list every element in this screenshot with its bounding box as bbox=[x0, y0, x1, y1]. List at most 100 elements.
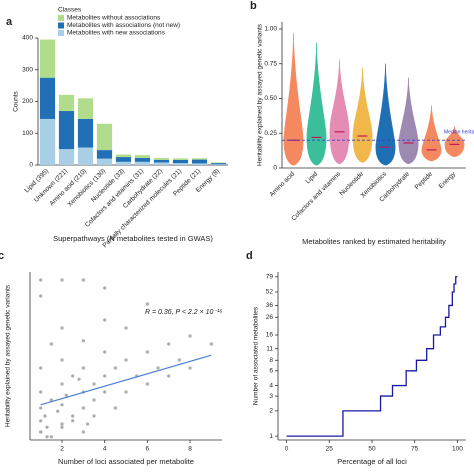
panel-label: b bbox=[250, 0, 257, 12]
x-axis-label: Superpathways (N metabolites tested in G… bbox=[53, 234, 213, 243]
point bbox=[56, 409, 60, 413]
point bbox=[92, 398, 96, 402]
y-tick-label: 3 bbox=[269, 393, 273, 400]
point bbox=[124, 390, 128, 394]
y-tick-label: 4 bbox=[269, 382, 273, 389]
legend-swatch bbox=[58, 22, 64, 29]
panel-label: a bbox=[6, 16, 13, 28]
bar-segment bbox=[134, 158, 151, 162]
point bbox=[39, 390, 43, 394]
point bbox=[39, 406, 43, 410]
point bbox=[60, 425, 64, 429]
point bbox=[39, 419, 43, 423]
y-tick-label: 1 bbox=[269, 433, 273, 440]
y-tick-label: 1.00 bbox=[264, 26, 277, 33]
y-tick-label: 0.75 bbox=[264, 60, 277, 67]
legend-swatch bbox=[58, 30, 64, 36]
violin bbox=[329, 59, 350, 165]
bar-segment bbox=[96, 150, 113, 159]
y-tick-label: 400 bbox=[22, 35, 33, 42]
x-tick-label: 25 bbox=[326, 446, 334, 453]
point bbox=[60, 326, 64, 330]
x-tick-label: 8 bbox=[188, 446, 192, 453]
violin bbox=[375, 63, 396, 166]
point bbox=[156, 366, 160, 370]
point bbox=[145, 382, 149, 386]
y-tick-label: 0.50 bbox=[264, 95, 277, 102]
bar-segment bbox=[58, 94, 75, 112]
bar-segment bbox=[191, 159, 208, 164]
legend-label: Metabolites with associations (not new) bbox=[67, 22, 180, 29]
bar-segment bbox=[191, 158, 208, 160]
y-tick-label: 2 bbox=[269, 408, 273, 415]
point bbox=[177, 358, 181, 362]
violin bbox=[306, 42, 327, 166]
violin bbox=[352, 67, 373, 163]
bar-segment bbox=[115, 154, 132, 158]
point bbox=[39, 294, 43, 298]
bar-segment bbox=[153, 159, 170, 163]
point bbox=[81, 278, 85, 282]
bar-segment bbox=[172, 158, 189, 160]
y-tick-label: 52 bbox=[266, 289, 274, 296]
reference-label: Median heritability bbox=[444, 130, 474, 136]
point bbox=[113, 406, 117, 410]
y-tick-label: 11 bbox=[266, 345, 273, 352]
bar-segment bbox=[58, 111, 75, 150]
point bbox=[77, 377, 81, 381]
point bbox=[145, 302, 149, 306]
point bbox=[81, 366, 85, 370]
point bbox=[39, 278, 43, 282]
bar-segment bbox=[39, 118, 56, 165]
y-axis-label: Counts bbox=[13, 90, 20, 111]
bar-segment bbox=[134, 161, 151, 165]
x-tick-label: Peptide bbox=[414, 170, 435, 191]
y-tick-label: 0.25 bbox=[264, 130, 277, 137]
violin bbox=[398, 77, 419, 165]
bar-segment bbox=[77, 118, 94, 148]
panel-label: c bbox=[0, 250, 4, 262]
point bbox=[124, 326, 128, 330]
y-tick-label: 8 bbox=[269, 357, 273, 364]
y-tick-label: 100 bbox=[22, 130, 33, 137]
x-tick-label: 0 bbox=[285, 446, 289, 453]
fit-line bbox=[40, 354, 212, 406]
point bbox=[49, 398, 53, 402]
point bbox=[103, 374, 107, 378]
annotation: R = 0.36, P < 2.2 × 10⁻¹⁶ bbox=[145, 309, 222, 316]
bar-segment bbox=[153, 158, 170, 160]
x-axis-label: Percentage of all loci bbox=[337, 457, 407, 466]
point bbox=[103, 286, 107, 290]
point bbox=[92, 382, 96, 386]
y-tick-label: 0 bbox=[29, 162, 33, 169]
point bbox=[60, 358, 64, 362]
point bbox=[39, 430, 43, 434]
point bbox=[92, 414, 96, 418]
point bbox=[167, 374, 171, 378]
y-axis-label: Heritability explained by assayed geneti… bbox=[5, 284, 12, 427]
point bbox=[71, 374, 75, 378]
x-axis-label: Metabolites ranked by estimated heritabi… bbox=[302, 237, 446, 246]
x-tick-label: Lipid bbox=[304, 170, 319, 185]
point bbox=[188, 366, 192, 370]
y-tick-label: 79 bbox=[266, 273, 274, 280]
line bbox=[286, 276, 458, 437]
bar-segment bbox=[58, 149, 75, 165]
x-tick-label: 50 bbox=[368, 446, 376, 453]
bar-segment bbox=[210, 163, 227, 165]
legend-title: Classes bbox=[58, 7, 82, 14]
bar-segment bbox=[210, 162, 227, 164]
point bbox=[103, 350, 107, 354]
point bbox=[71, 419, 75, 423]
legend-label: Metabolites with new associations bbox=[67, 30, 166, 37]
point bbox=[81, 339, 85, 343]
point bbox=[60, 278, 64, 282]
bar-segment bbox=[115, 161, 132, 165]
point bbox=[113, 366, 117, 370]
bar-segment bbox=[153, 162, 170, 165]
point bbox=[43, 414, 47, 418]
x-tick-label: Energy bbox=[438, 170, 458, 190]
bar-segment bbox=[39, 77, 56, 119]
x-tick-label: 2 bbox=[60, 446, 64, 453]
